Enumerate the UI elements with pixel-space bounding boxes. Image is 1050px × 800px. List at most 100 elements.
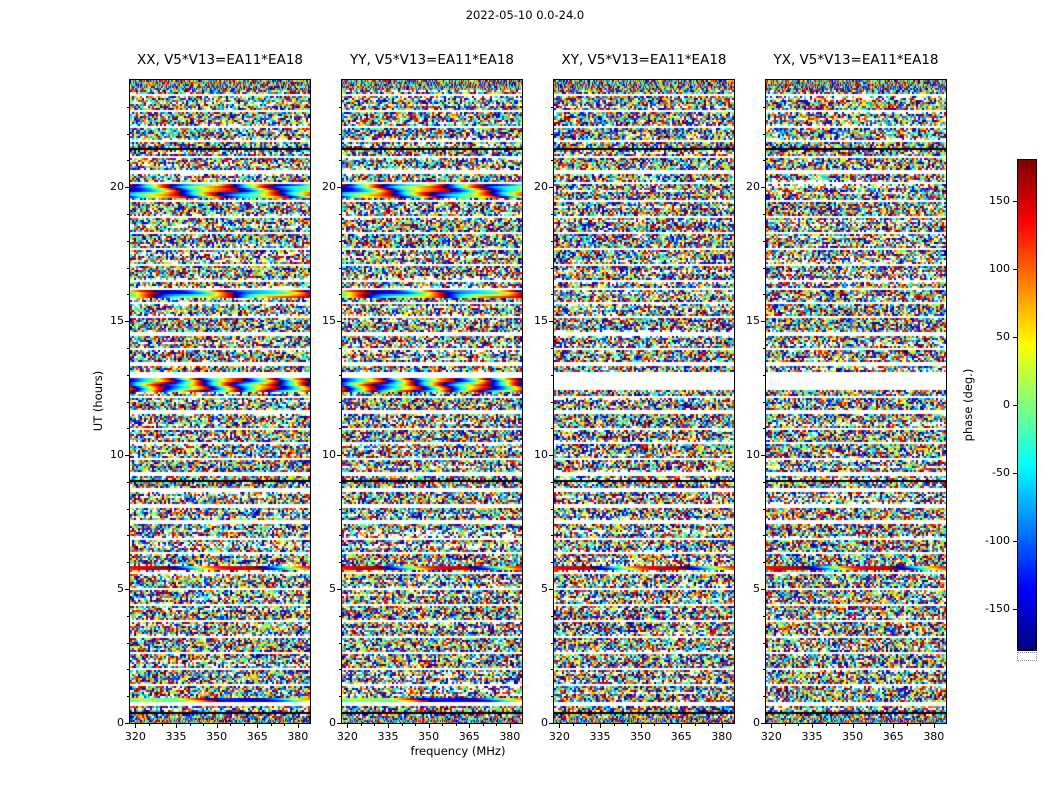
- y-minor-tick: [551, 481, 553, 483]
- y-minor-tick: [127, 213, 129, 215]
- y-minor-tick: [551, 133, 553, 135]
- y-minor-tick: [763, 401, 765, 403]
- y-minor-tick: [339, 615, 341, 617]
- colorbar-tick: [1013, 541, 1017, 543]
- y-minor-tick: [339, 294, 341, 296]
- y-minor-tick: [127, 240, 129, 242]
- x-tick-label: 320: [124, 730, 146, 743]
- colorbar-tick-label: -50: [992, 466, 1010, 480]
- y-minor-tick: [127, 374, 129, 376]
- panel-title-XY: XY, V5*V13=EA11*EA18: [561, 52, 727, 68]
- colorbar-tick: [1013, 473, 1017, 475]
- x-minor-tick: [627, 724, 629, 726]
- y-minor-tick: [551, 294, 553, 296]
- y-tick-label: 20: [534, 180, 548, 194]
- x-tick: [257, 724, 259, 728]
- plot-frame-YY: [341, 79, 523, 724]
- y-tick: [761, 321, 765, 323]
- y-tick: [549, 589, 553, 591]
- x-tick: [812, 724, 813, 728]
- y-tick-label: 5: [117, 582, 124, 596]
- x-minor-tick: [374, 724, 376, 726]
- x-tick: [933, 724, 935, 728]
- y-tick-label: 15: [322, 314, 336, 328]
- y-minor-tick: [127, 133, 129, 135]
- x-tick: [469, 724, 471, 728]
- x-minor-tick: [148, 724, 150, 726]
- y-tick: [337, 723, 341, 724]
- y-tick: [549, 187, 553, 189]
- y-minor-tick: [763, 696, 765, 698]
- y-tick: [337, 589, 341, 591]
- x-tick: [559, 724, 561, 728]
- y-tick-label: 10: [746, 448, 760, 462]
- x-tick: [176, 724, 177, 728]
- y-minor-tick: [127, 481, 129, 483]
- x-minor-tick: [360, 724, 362, 726]
- y-minor-tick: [127, 401, 129, 403]
- y-minor-tick: [763, 481, 765, 483]
- x-minor-tick: [667, 724, 669, 726]
- x-minor-tick: [613, 724, 615, 726]
- colorbar-tick: [1013, 405, 1017, 406]
- y-minor-tick: [551, 267, 553, 269]
- y-minor-tick: [339, 240, 341, 242]
- colorbar-tick: [1013, 268, 1017, 270]
- y-minor-tick: [339, 535, 341, 537]
- y-tick-label: 0: [117, 716, 124, 729]
- y-minor-tick: [127, 642, 129, 644]
- x-tick: [893, 724, 895, 728]
- panel-title-YY: YY, V5*V13=EA11*EA18: [349, 52, 514, 68]
- colorbar-tick-label: 0: [1003, 398, 1010, 411]
- x-tick-label: 380: [287, 730, 309, 743]
- y-tick-label: 0: [329, 716, 336, 729]
- y-tick-label: 0: [541, 716, 548, 729]
- x-minor-tick: [189, 724, 191, 726]
- y-tick: [125, 455, 129, 457]
- x-minor-tick: [162, 724, 164, 726]
- y-minor-tick: [127, 267, 129, 269]
- y-minor-tick: [127, 669, 129, 671]
- y-minor-tick: [339, 133, 341, 135]
- colorbar-tick: [1013, 609, 1017, 611]
- y-minor-tick: [763, 562, 765, 564]
- y-tick-label: 15: [746, 314, 760, 328]
- colorbar: [1017, 159, 1037, 651]
- phase-heatmap-YY: [342, 80, 522, 723]
- y-minor-tick: [339, 401, 341, 403]
- x-tick: [721, 724, 723, 728]
- colorbar-tick: [1013, 200, 1017, 202]
- y-minor-tick: [763, 347, 765, 349]
- y-minor-tick: [763, 106, 765, 108]
- x-minor-tick: [230, 724, 232, 726]
- y-tick-label: 20: [110, 180, 124, 194]
- x-minor-tick: [455, 724, 457, 726]
- y-minor-tick: [339, 213, 341, 215]
- x-minor-tick: [708, 724, 710, 726]
- y-tick-label: 10: [322, 448, 336, 462]
- x-tick-label: 380: [711, 730, 733, 743]
- x-minor-tick: [866, 724, 868, 726]
- colorbar-tick-label: 100: [989, 261, 1010, 275]
- y-minor-tick: [339, 481, 341, 483]
- y-minor-tick: [551, 642, 553, 644]
- x-minor-tick: [496, 724, 498, 726]
- y-tick: [549, 321, 553, 323]
- y-minor-tick: [551, 696, 553, 698]
- x-minor-tick: [906, 724, 908, 726]
- x-minor-tick: [482, 724, 484, 726]
- panel-title-YX: YX, V5*V13=EA11*EA18: [773, 52, 939, 68]
- x-tick-label: 350: [206, 730, 228, 743]
- colorbar-tick-label: 50: [996, 329, 1010, 343]
- x-tick: [388, 724, 389, 728]
- x-tick: [216, 724, 218, 728]
- y-minor-tick: [339, 267, 341, 269]
- y-tick: [125, 187, 129, 189]
- y-minor-tick: [339, 160, 341, 162]
- y-tick: [337, 321, 341, 323]
- x-minor-tick: [586, 724, 588, 726]
- y-tick-label: 10: [110, 448, 124, 462]
- y-minor-tick: [551, 213, 553, 215]
- x-tick-label: 380: [499, 730, 521, 743]
